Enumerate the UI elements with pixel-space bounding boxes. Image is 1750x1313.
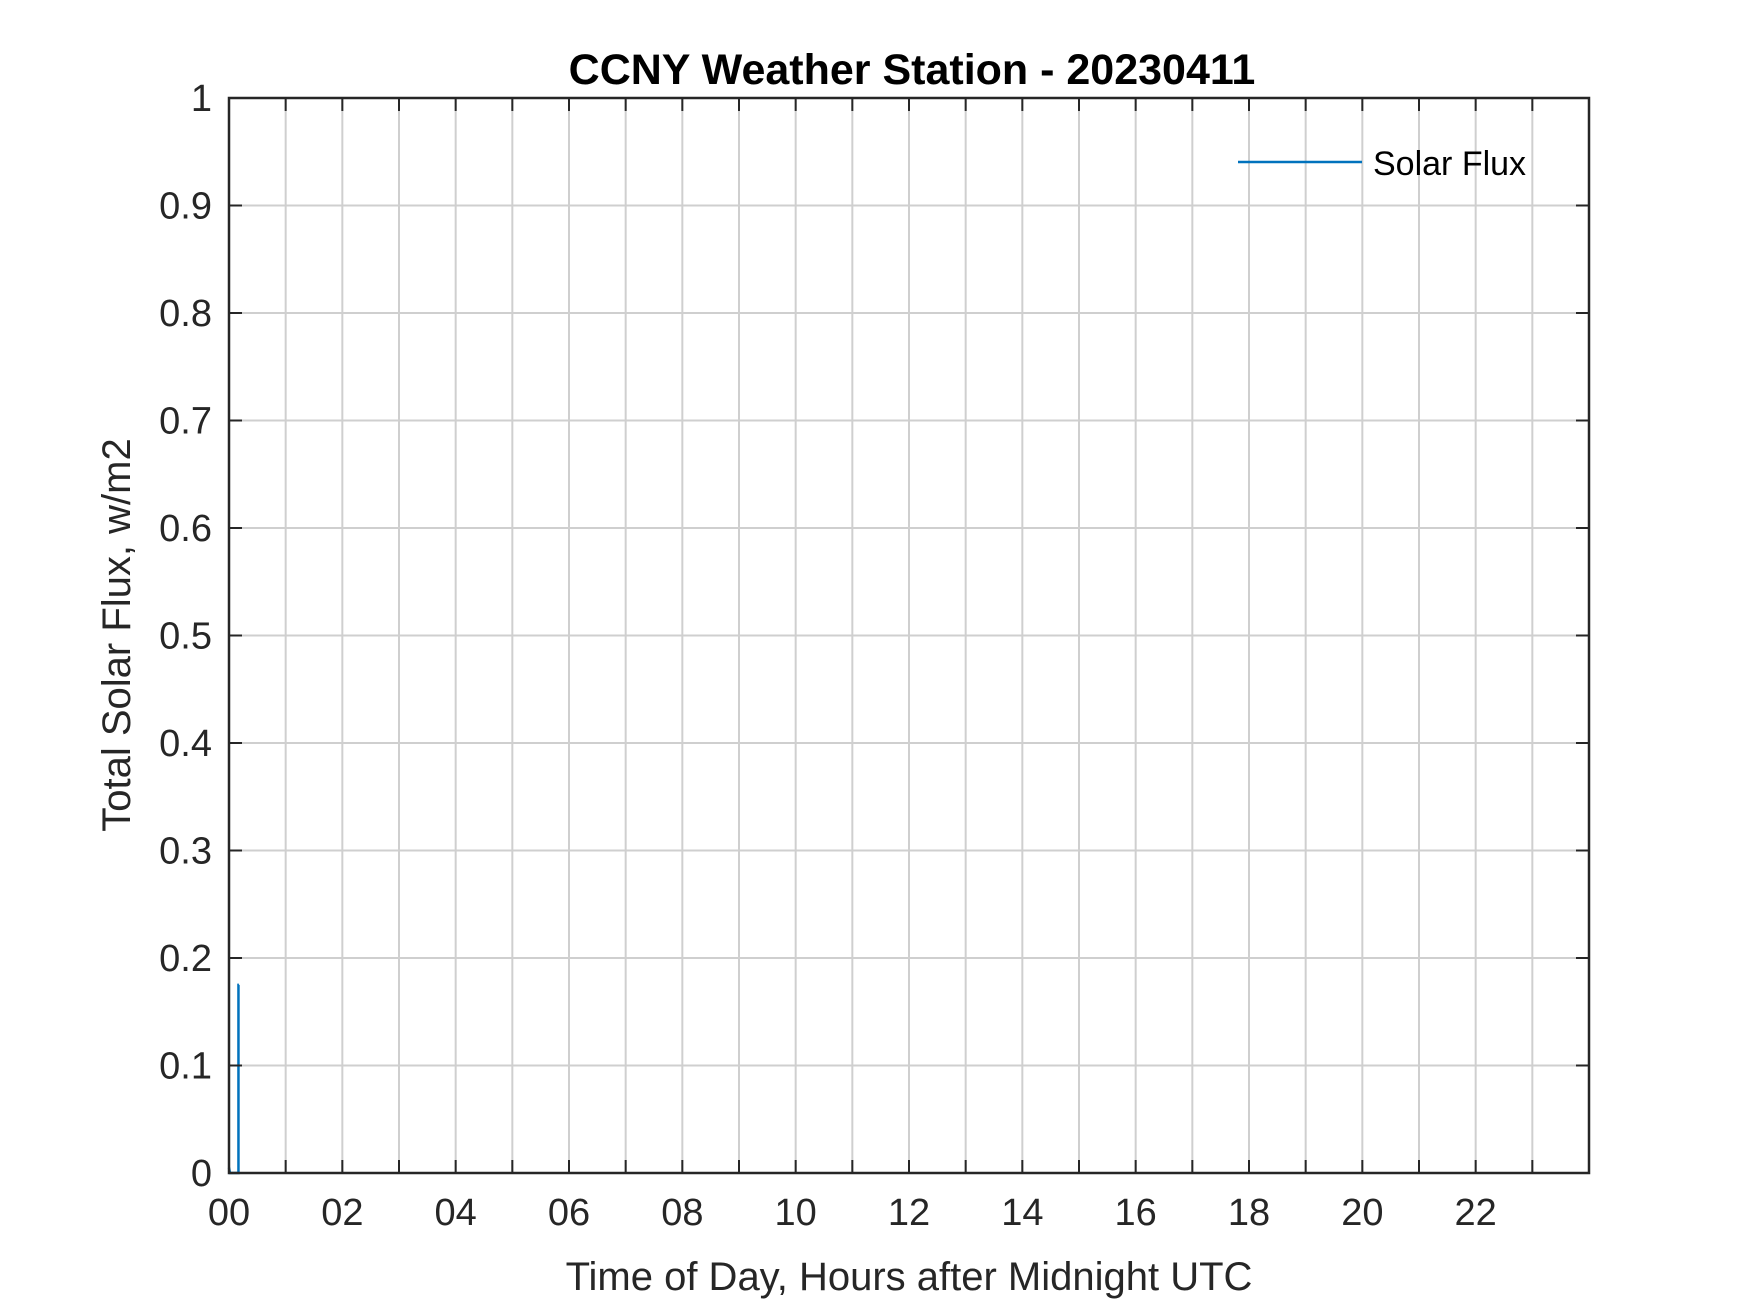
chart-title: CCNY Weather Station - 20230411 (569, 46, 1256, 94)
plot-frame (227, 96, 1591, 1175)
grid-lines (229, 98, 1589, 1173)
x-tick-label: 08 (661, 1192, 703, 1234)
x-tick-label: 10 (775, 1192, 817, 1234)
y-tick-label: 0.3 (159, 831, 212, 873)
y-tick-label: 0 (191, 1153, 212, 1195)
y-tick-labels: 0 0.1 0.2 0.3 0.4 0.5 0.6 0.7 0.8 0.9 1 (159, 78, 212, 1195)
y-tick-label: 0.9 (159, 186, 212, 228)
tick-marks (228, 97, 1589, 1174)
y-tick-label: 0.7 (159, 401, 212, 443)
x-tick-label: 18 (1228, 1192, 1270, 1234)
x-tick-label: 00 (208, 1192, 250, 1234)
x-tick-label: 16 (1115, 1192, 1157, 1234)
x-tick-label: 12 (888, 1192, 930, 1234)
y-tick-label: 0.8 (159, 293, 212, 335)
y-tick-label: 0.2 (159, 938, 212, 980)
y-tick-label: 0.6 (159, 508, 212, 550)
x-tick-label: 04 (435, 1192, 477, 1234)
y-tick-label: 0.5 (159, 616, 212, 658)
y-axis-label: Total Solar Flux, w/m2 (95, 438, 139, 831)
legend: Solar Flux (1238, 145, 1526, 183)
legend-label-solar-flux: Solar Flux (1373, 145, 1526, 183)
x-tick-labels: 00 02 04 06 08 10 12 14 16 18 20 22 (208, 1192, 1497, 1234)
x-tick-label: 06 (548, 1192, 590, 1234)
y-tick-label: 1 (191, 78, 212, 120)
y-tick-label: 0.1 (159, 1046, 212, 1088)
x-axis-label: Time of Day, Hours after Midnight UTC (566, 1255, 1253, 1299)
y-tick-label: 0.4 (159, 723, 212, 765)
x-tick-label: 14 (1001, 1192, 1043, 1234)
x-tick-label: 02 (321, 1192, 363, 1234)
x-tick-label: 20 (1341, 1192, 1383, 1234)
x-tick-label: 22 (1455, 1192, 1497, 1234)
